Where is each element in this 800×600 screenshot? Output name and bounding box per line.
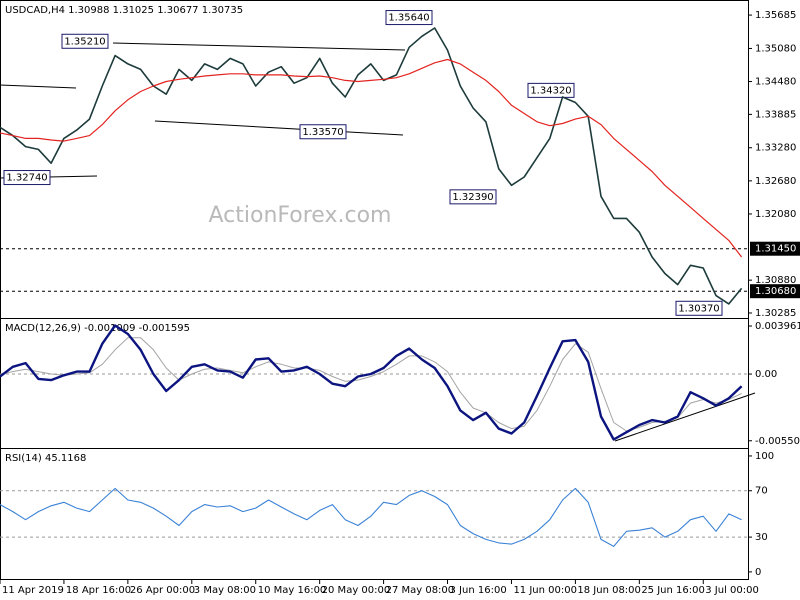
x-tick-label: 26 Apr 00:00 xyxy=(130,585,195,596)
y-tick-label: 1.30880 xyxy=(755,275,796,286)
trend-line xyxy=(154,120,404,136)
y-tick-label: 0.003961 xyxy=(755,321,800,332)
panel: 0.003961 0.00 -0.005503 MACD(12,26,9) -0.00… xyxy=(0,321,800,447)
panel-title: USDCAD,H4 1.30988 1.31025 1.30677 1.3073… xyxy=(5,5,243,16)
x-tick-label: 10 May 16:00 xyxy=(258,585,327,596)
level-label-box xyxy=(750,241,800,256)
trend-line xyxy=(112,42,406,51)
y-tick-label: 100 xyxy=(755,451,774,462)
x-tick-label: 25 Jun 16:00 xyxy=(641,585,705,596)
price-label: 1.34320 xyxy=(530,85,571,96)
trend-line xyxy=(0,84,77,89)
price-label: 1.30370 xyxy=(678,303,719,314)
y-tick-label: 0 xyxy=(755,567,761,578)
price-label-box xyxy=(299,124,347,140)
plot-frame xyxy=(0,0,749,580)
x-tick-label: 11 Apr 2019 xyxy=(2,585,64,596)
series-line xyxy=(0,58,743,258)
x-tick-label: 18 Jun 08:00 xyxy=(577,585,641,596)
price-label-box xyxy=(675,300,723,316)
panel-title: RSI(14) 45.1168 xyxy=(5,453,86,464)
x-tick-label: 27 May 08:00 xyxy=(386,585,455,596)
x-tick-label: 18 Apr 16:00 xyxy=(66,585,131,596)
y-tick-label: 0.00 xyxy=(755,369,777,380)
price-label: 1.32740 xyxy=(6,173,47,184)
price-label-box xyxy=(527,82,575,98)
price-label-box xyxy=(61,33,109,49)
y-tick-label: 1.33885 xyxy=(755,109,796,120)
price-label: 1.32390 xyxy=(452,192,493,203)
y-tick-label: 1.34480 xyxy=(755,77,796,88)
level-label: 1.30680 xyxy=(755,286,796,297)
price-label-box xyxy=(385,10,433,26)
trend-line xyxy=(614,392,756,442)
x-tick-label: 3 May 08:00 xyxy=(194,585,256,596)
level-label-box xyxy=(750,284,800,299)
watermark: ActionForex.com xyxy=(209,203,392,228)
y-tick-label: 1.35685 xyxy=(755,10,796,21)
y-tick-label: 70 xyxy=(755,486,768,497)
price-label-box xyxy=(3,170,51,186)
series-line xyxy=(0,324,743,441)
series-line xyxy=(0,27,743,305)
price-label: 1.35210 xyxy=(64,36,105,47)
x-tick-label: 3 Jun 16:00 xyxy=(450,585,507,596)
panel: ActionForex.com 1.35685 1.35080 1.34480 1.33… xyxy=(0,5,800,319)
y-tick-label: 1.32680 xyxy=(755,176,796,187)
price-label: 1.33570 xyxy=(302,127,343,138)
price-label-box xyxy=(449,189,497,205)
series-line xyxy=(0,337,742,432)
y-tick-label: -0.005503 xyxy=(755,436,800,447)
x-tick-label: 20 May 00:00 xyxy=(322,585,391,596)
y-tick-label: 30 xyxy=(755,532,768,543)
x-tick-label: 3 Jul 00:00 xyxy=(705,585,759,596)
price-label: 1.35640 xyxy=(388,13,429,24)
x-tick-label: 11 Jun 00:00 xyxy=(513,585,577,596)
y-tick-label: 1.35080 xyxy=(755,43,796,54)
y-tick-label: 1.30285 xyxy=(755,308,796,319)
y-tick-label: 1.33280 xyxy=(755,143,796,154)
panel-title: MACD(12,26,9) -0.001009 -0.001595 xyxy=(5,323,190,334)
panel: 100 70 30 0 RSI(14) 45.1168 11 Apr 2019 18 Apr… xyxy=(0,451,774,596)
trend-lines xyxy=(0,42,756,442)
level-label: 1.31450 xyxy=(755,244,796,255)
y-tick-label: 1.32080 xyxy=(755,209,796,220)
series-line xyxy=(0,487,742,547)
